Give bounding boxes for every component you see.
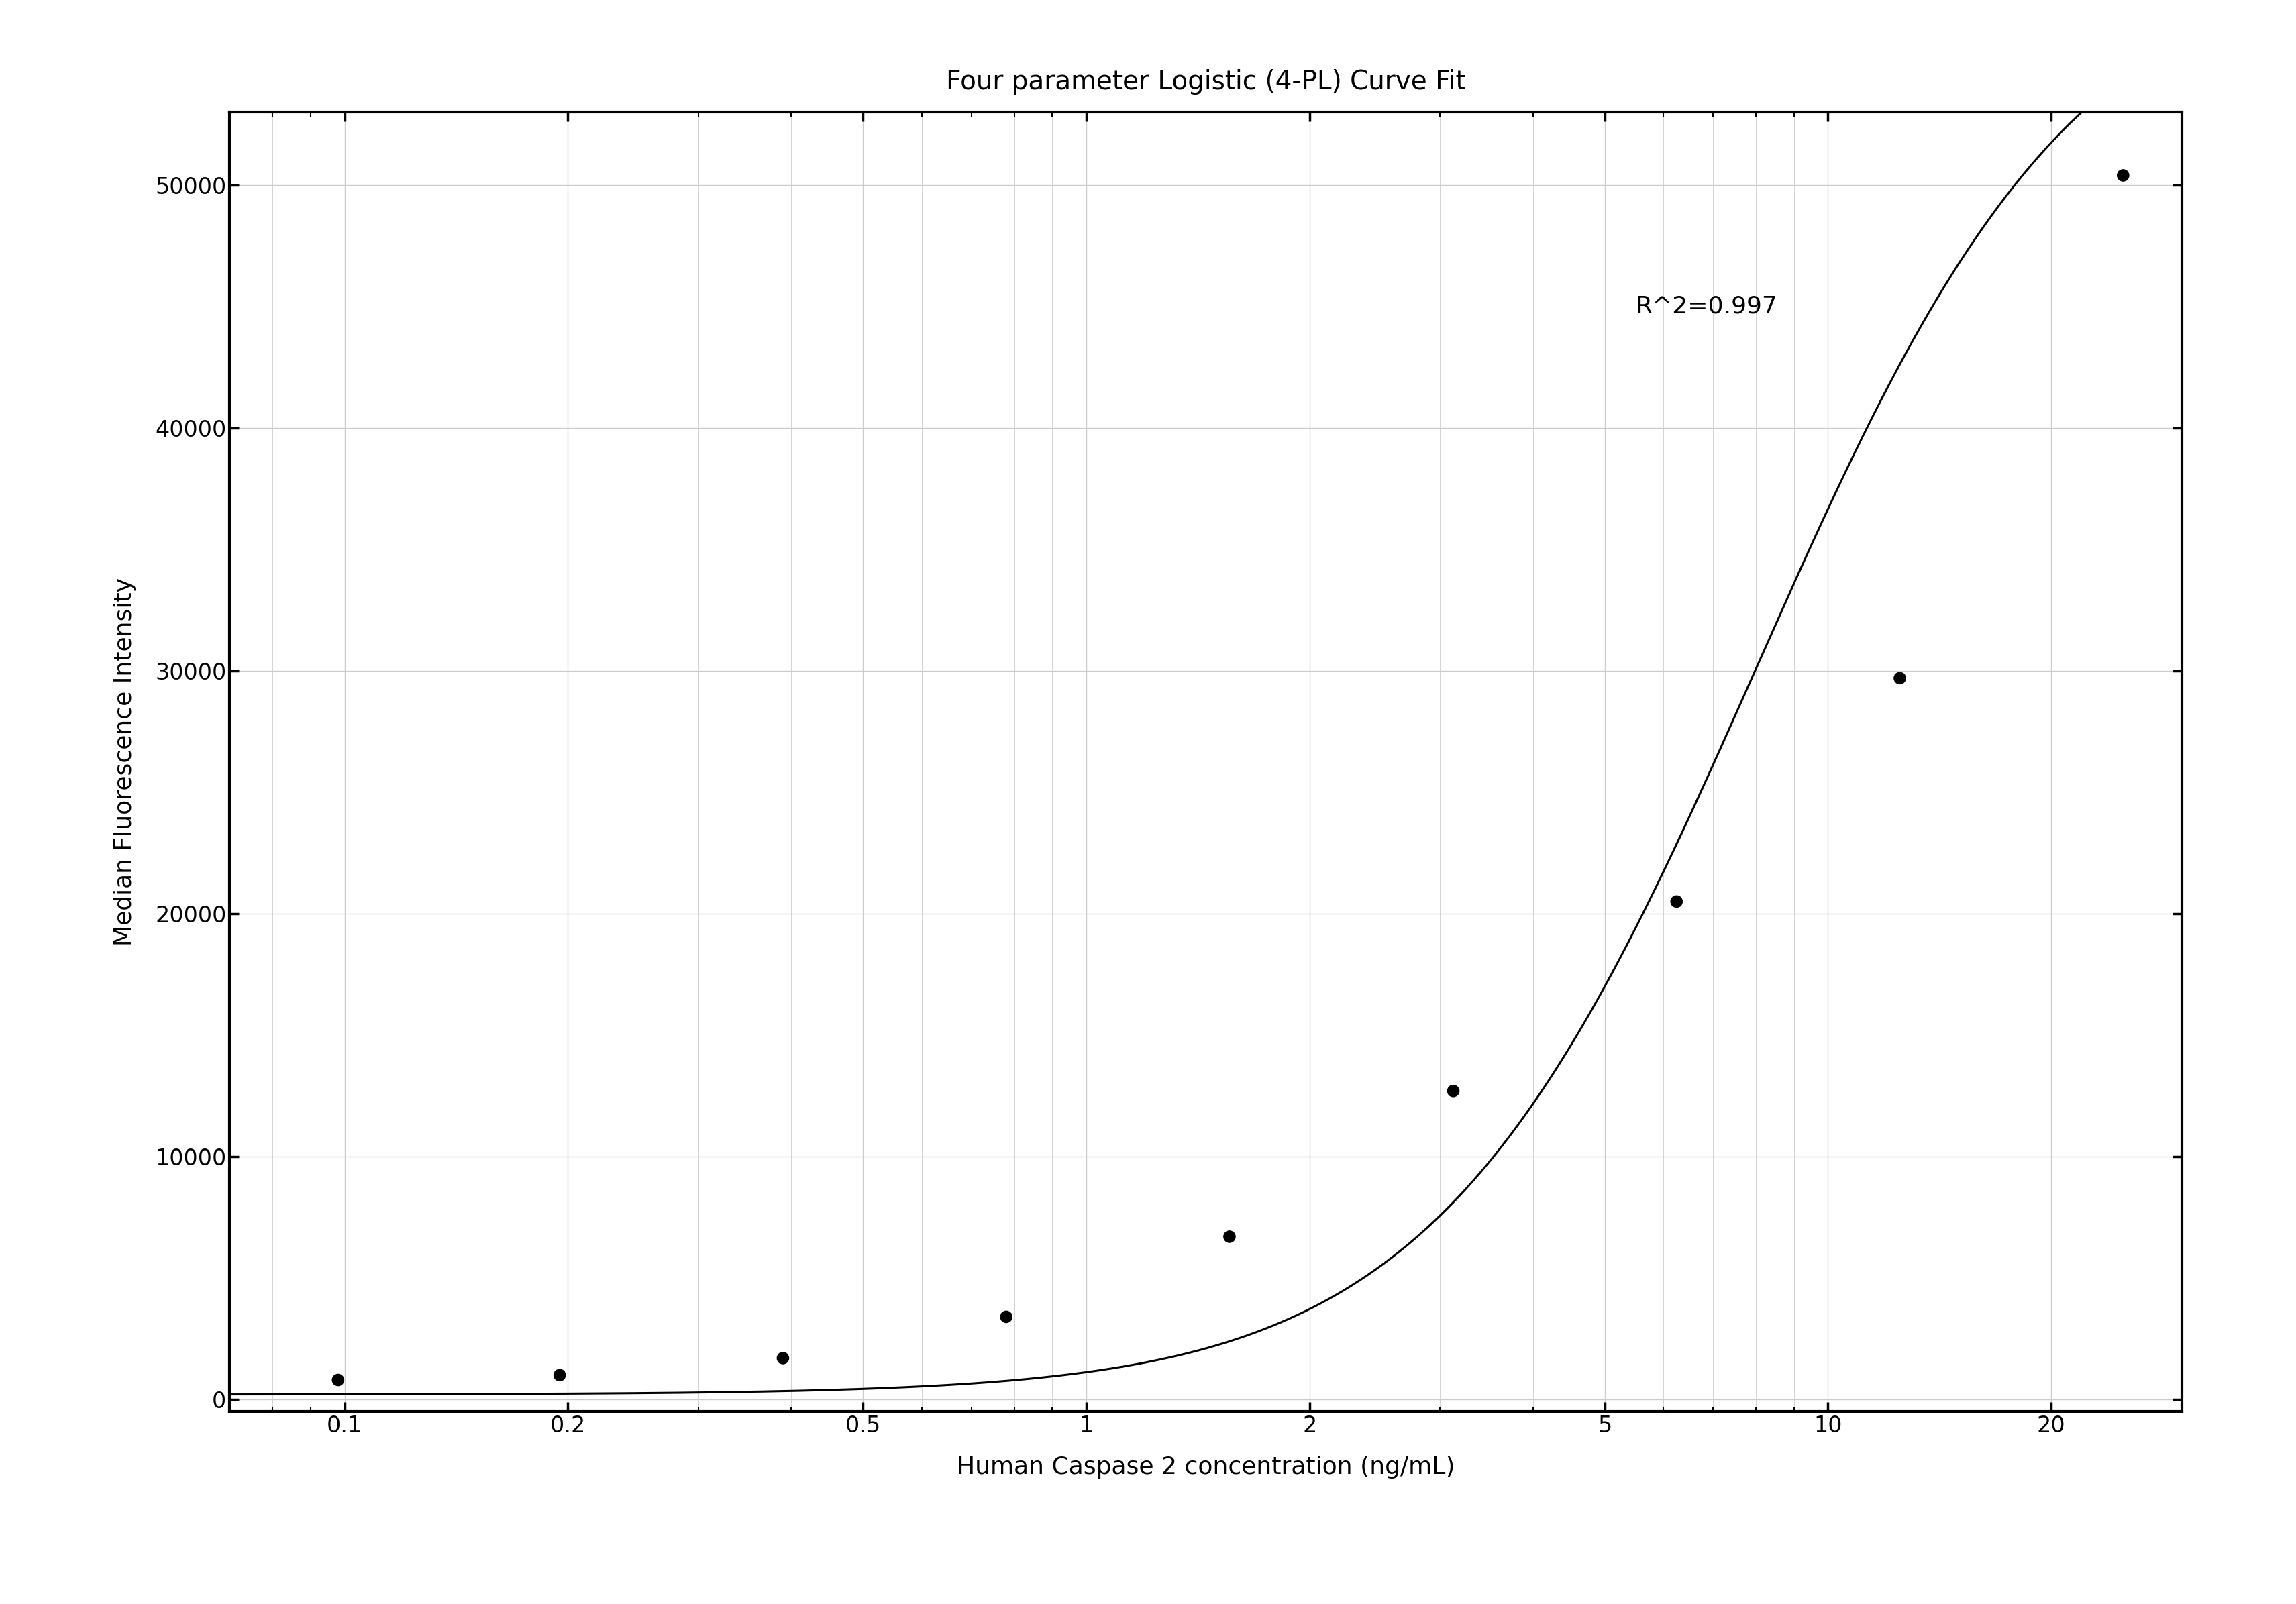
Text: R^2=0.997: R^2=0.997	[1635, 295, 1777, 318]
Point	[542, 1362, 579, 1387]
Point	[765, 1346, 801, 1371]
Point	[1658, 889, 1694, 914]
Point	[1210, 1224, 1247, 1250]
X-axis label: Human Caspase 2 concentration (ng/mL): Human Caspase 2 concentration (ng/mL)	[957, 1455, 1453, 1479]
Point	[1880, 666, 1917, 691]
Title: Four parameter Logistic (4-PL) Curve Fit: Four parameter Logistic (4-PL) Curve Fit	[946, 69, 1465, 95]
Point	[2103, 162, 2140, 188]
Point	[1435, 1078, 1472, 1104]
Point	[319, 1367, 356, 1392]
Y-axis label: Median Fluorescence Intensity: Median Fluorescence Intensity	[113, 577, 135, 946]
Point	[987, 1304, 1024, 1330]
